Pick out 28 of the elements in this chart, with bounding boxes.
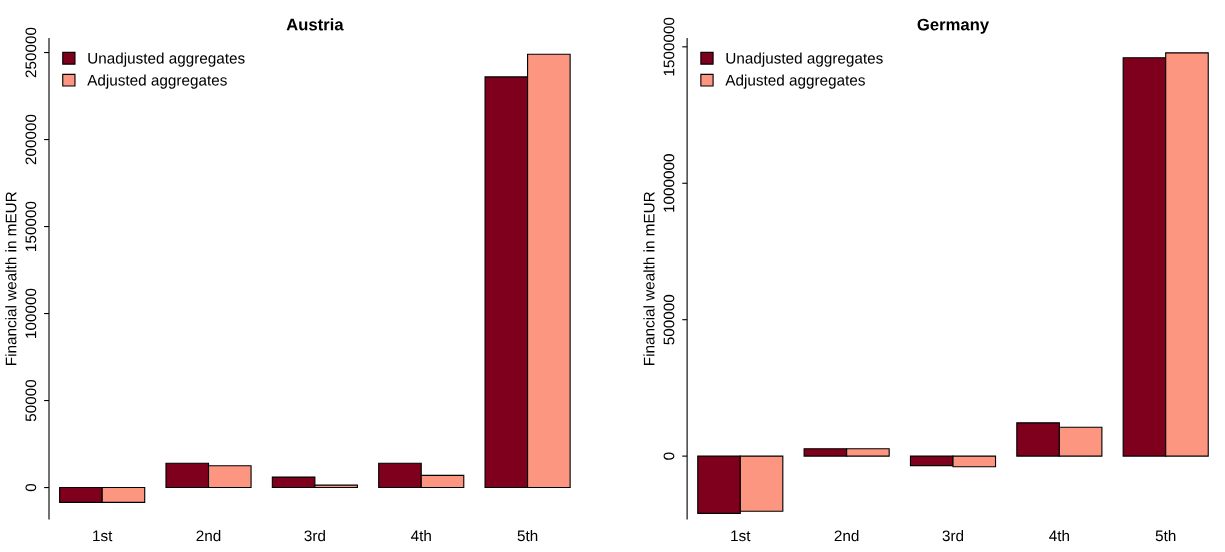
legend-label: Adjusted aggregates	[87, 74, 227, 89]
y-tick-label: 1000000	[663, 154, 675, 212]
x-tick-label: 3rd	[942, 529, 964, 542]
chart-title: Germany	[917, 18, 990, 34]
y-axis-title: Financial wealth in mEUR	[643, 192, 655, 365]
x-tick-label: 2nd	[196, 529, 221, 542]
x-tick-label: 3rd	[304, 529, 325, 542]
x-tick-label: 1st	[731, 530, 751, 542]
y-tick-label: 1500000	[663, 17, 675, 76]
x-tick-label: 5th	[517, 529, 538, 542]
x-tick-label: 2nd	[834, 529, 859, 542]
legend-label: Unadjusted aggregates	[726, 52, 883, 67]
legend-label: Unadjusted aggregates	[88, 52, 245, 67]
y-axis-title: Financial wealth in mEUR	[5, 192, 17, 365]
y-tick-label: 0	[25, 483, 37, 492]
x-tick-label: 5th	[1155, 529, 1176, 542]
x-tick-label: 4th	[410, 529, 431, 542]
y-tick-label: 500000	[663, 294, 675, 345]
chart-title: Austria	[286, 18, 344, 31]
y-tick-label: 0	[663, 452, 675, 460]
x-tick-label: 4th	[1049, 529, 1069, 542]
legend-label: Adjusted aggregates	[725, 74, 865, 89]
y-tick-label: 250000	[25, 27, 37, 78]
y-tick-label: 150000	[25, 201, 37, 251]
y-tick-label: 50000	[25, 379, 37, 422]
y-tick-label: 200000	[25, 114, 37, 165]
y-tick-label: 100000	[25, 288, 37, 338]
x-tick-label: 1st	[93, 530, 113, 542]
